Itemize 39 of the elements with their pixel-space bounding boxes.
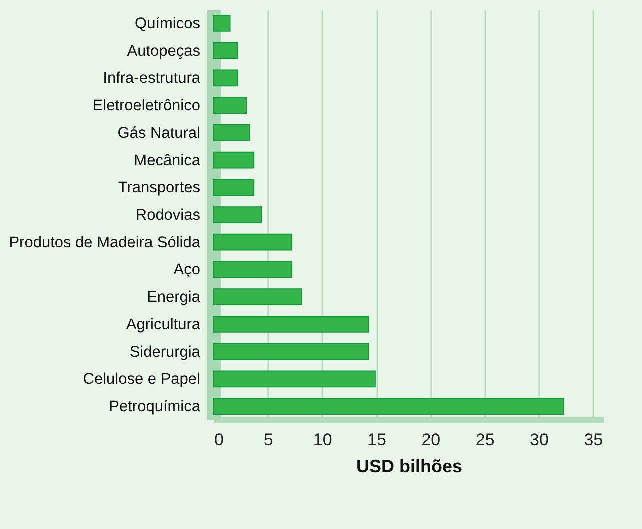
y-tick-label: Infra-estrutura [103,70,201,88]
x-tick-label: 15 [368,430,386,450]
bar [214,261,292,278]
y-tick-label: Eletroeletrônico [92,98,200,115]
y-tick-label: Energia [147,289,201,306]
bar [214,124,250,142]
y-tick-label: Celulose e Papel [83,371,200,388]
y-tick-label: Produtos de Madeira Sólida [9,234,201,252]
x-tick-label: 35 [584,430,604,450]
y-tick-label: Aço [174,262,200,279]
y-tick-label: Agricultura [126,316,201,334]
bar [214,70,238,87]
y-tick-label: Petroquímica [109,398,201,416]
x-tick-label: 20 [422,430,441,450]
bar [214,288,302,306]
y-tick-label: Rodovias [136,207,201,224]
x-tick-label: 0 [214,430,224,450]
y-tick-label: Autopeças [127,42,201,60]
bar [214,343,370,360]
y-tick-label: Químicos [135,15,201,32]
bar [214,97,247,114]
y-tick-label: Transportes [118,180,201,197]
x-tick-label: 30 [530,430,549,450]
bar [214,14,231,32]
y-tick-label: Mecânica [134,152,201,170]
x-tick-label: 5 [264,430,274,450]
bar [214,206,262,224]
bar [214,234,292,251]
bar [214,370,376,388]
x-tick-label: 10 [313,430,332,450]
bar [214,316,370,333]
x-tick-label: 25 [476,430,495,450]
bar [214,42,238,60]
x-axis-title: USD bilhões [356,456,463,476]
y-tick-label: Gás Natural [118,124,200,142]
bar [214,152,255,169]
bar [214,179,255,196]
bar [214,398,564,416]
y-tick-label: Siderurgia [130,344,201,361]
